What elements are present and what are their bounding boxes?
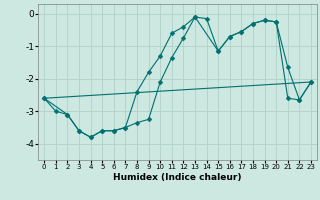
X-axis label: Humidex (Indice chaleur): Humidex (Indice chaleur) xyxy=(113,173,242,182)
